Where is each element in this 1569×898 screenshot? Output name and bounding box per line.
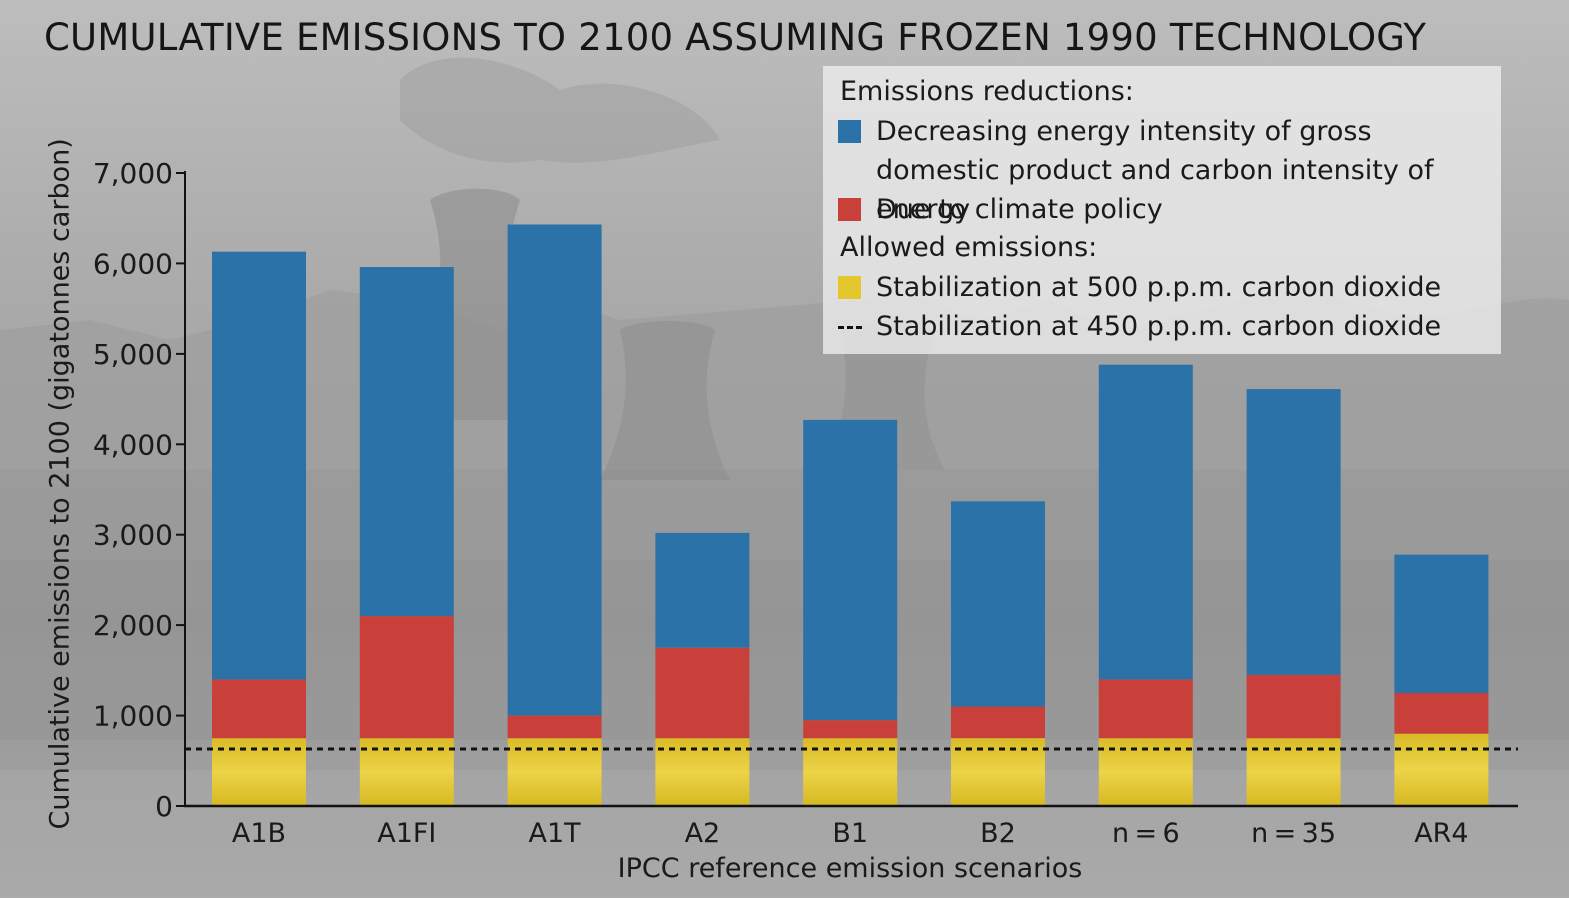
x-tick-label: n = 6 [1112,818,1180,849]
bar-segment-energy-intensity [1246,389,1341,675]
x-axis-label: IPCC reference emission scenarios [617,853,1083,884]
legend-swatch-yellow [838,276,861,299]
x-tick-label: n = 35 [1251,818,1336,849]
x-tick-label: A2 [685,818,721,849]
bar-segment-500ppm [212,738,306,806]
bar-segment-energy-intensity [1394,554,1489,693]
y-tick-label: 7,000 [93,157,173,190]
legend-label-450ppm: Stabilization at 450 p.p.m. carbon dioxi… [876,311,1442,342]
bar-segment-climate-policy [359,616,454,739]
bar-segment-energy-intensity [803,419,898,721]
legend-swatch-red [838,198,861,221]
bar-segment-climate-policy [507,715,602,739]
bar-segment-energy-intensity [359,267,454,617]
y-axis-label: Cumulative emissions to 2100 (gigatonnes… [44,138,76,830]
bar-segment-energy-intensity [1098,364,1193,680]
x-tick-label: A1T [529,818,582,849]
y-tick-label: 6,000 [93,247,173,280]
bar-segment-climate-policy [803,720,898,739]
bar-segment-climate-policy [212,679,306,739]
bar-segment-climate-policy [1098,679,1193,739]
bar-segment-energy-intensity [507,224,602,716]
x-tick-label: A1B [232,818,286,849]
legend-label-energy-intensity: Decreasing energy intensity of gross dom… [876,116,1434,225]
x-tick-label: B1 [832,818,868,849]
x-tick-label: B2 [980,818,1016,849]
x-tick-label: A1FI [377,818,436,849]
bar-segment-climate-policy [655,647,750,739]
bar-segment-500ppm [507,738,602,806]
y-tick-label: 3,000 [93,519,173,552]
chart-title: CUMULATIVE EMISSIONS TO 2100 ASSUMING FR… [44,16,1427,59]
bar-segment-500ppm [1394,733,1489,806]
legend-heading-allowed: Allowed emissions: [840,232,1098,263]
legend-label-climate-policy: Due to climate policy [876,194,1163,225]
bar-segment-energy-intensity [212,251,306,680]
x-tick-label: AR4 [1414,818,1468,849]
legend-swatch-dashed-line [838,326,862,329]
bar-segment-energy-intensity [655,532,750,648]
legend: Emissions reductions: Decreasing energy … [823,66,1501,354]
y-tick-label: 4,000 [93,428,173,461]
bar-segment-climate-policy [1246,674,1341,739]
bar-segment-500ppm [1246,738,1341,806]
legend-label-500ppm: Stabilization at 500 p.p.m. carbon dioxi… [876,272,1442,303]
legend-heading-reductions: Emissions reductions: [840,76,1134,107]
plot-area: A1B A1FI A1T A2 B1 B2 n = 6 n = 35 AR4 0 1,000 2,00… [93,157,1518,849]
bar-segment-climate-policy [951,706,1045,739]
y-tick-label: 5,000 [93,338,173,371]
y-tick-label: 1,000 [93,700,173,733]
bar-segment-energy-intensity [951,501,1045,707]
bar-segment-500ppm [951,738,1045,806]
y-tick-label: 2,000 [93,609,173,642]
bar-segment-climate-policy [1394,693,1489,734]
legend-swatch-blue [838,120,861,143]
y-tick-label: 0 [155,790,173,823]
